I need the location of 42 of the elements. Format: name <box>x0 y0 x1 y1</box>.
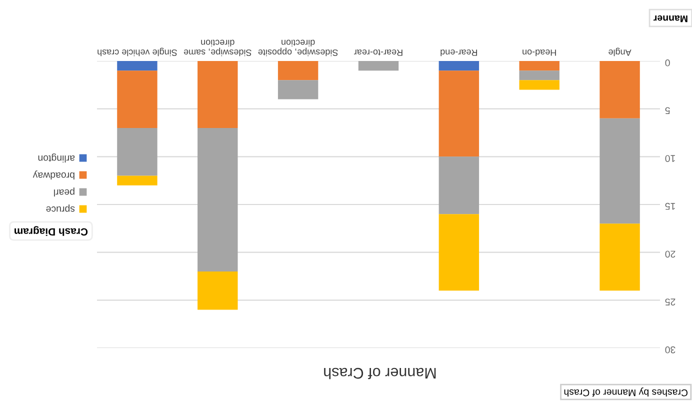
y-tick-label: 10 <box>665 155 675 162</box>
bar <box>198 61 238 128</box>
legend-label: pearl <box>54 187 74 197</box>
legend-title: Crash Diagram <box>14 226 88 236</box>
bar <box>278 61 318 80</box>
bar <box>519 70 560 80</box>
bar <box>438 61 480 71</box>
x-tick-label: Single vehicle crash <box>98 48 177 56</box>
bar <box>198 128 238 272</box>
bar <box>278 80 318 100</box>
bar <box>358 61 399 71</box>
bar <box>117 61 158 71</box>
bar <box>438 214 480 291</box>
legend-label: arlington <box>38 153 75 163</box>
x-tick-label: Sideswipe, same direction <box>184 40 252 56</box>
x-tick-label: Rear-end <box>440 50 478 56</box>
bar <box>117 128 158 176</box>
bar <box>198 271 238 310</box>
bar <box>438 70 480 157</box>
bar <box>519 61 560 71</box>
bar <box>600 118 640 224</box>
bar <box>438 156 480 214</box>
x-tick-label: Angle <box>608 48 632 56</box>
bar <box>600 61 640 118</box>
bar <box>117 176 158 186</box>
y-tick-label: 0 <box>665 59 670 66</box>
legend-label: broadway <box>32 170 74 180</box>
bar <box>600 224 640 291</box>
y-tick-label: 20 <box>665 250 676 258</box>
y-tick-label: 25 <box>665 298 676 306</box>
y-tick-label: 5 <box>665 107 670 114</box>
x-tick-label: Head-on <box>522 50 556 56</box>
y-tick-label: 15 <box>665 202 675 210</box>
text: Crashes by Manner of Crash <box>564 387 688 397</box>
x-tick-label: Rear-to-rear <box>354 50 402 56</box>
bar <box>117 70 158 128</box>
bar <box>519 80 560 90</box>
text: Manner <box>654 15 688 22</box>
y-tick-label: 30 <box>665 346 676 354</box>
x-axis-title: Manner of Crash <box>324 368 436 380</box>
x-tick-label: Sideswipe, opposite direction <box>258 40 338 56</box>
legend-label: spruce <box>46 204 75 212</box>
